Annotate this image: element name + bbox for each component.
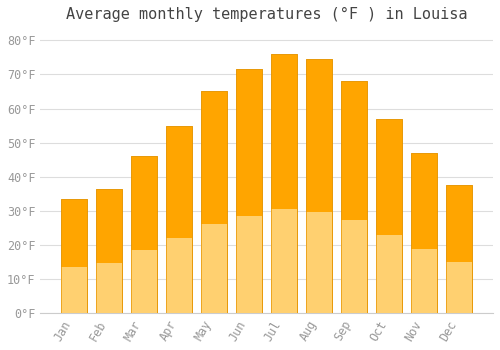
Bar — [411, 153, 438, 313]
Bar — [61, 199, 87, 313]
Bar — [236, 69, 262, 313]
Bar — [96, 264, 122, 313]
Title: Average monthly temperatures (°F ) in Louisa: Average monthly temperatures (°F ) in Lo… — [66, 7, 468, 22]
Bar — [166, 238, 192, 313]
Bar — [341, 81, 367, 313]
Bar — [341, 220, 367, 313]
Bar — [376, 119, 402, 313]
Bar — [131, 156, 157, 313]
Bar — [446, 185, 472, 313]
Bar — [271, 54, 297, 313]
Bar — [131, 156, 157, 313]
Bar — [306, 211, 332, 313]
Bar — [236, 216, 262, 313]
Bar — [96, 189, 122, 313]
Bar — [271, 54, 297, 313]
Bar — [201, 224, 228, 313]
Bar — [411, 249, 438, 313]
Bar — [61, 199, 87, 313]
Bar — [446, 185, 472, 313]
Bar — [306, 59, 332, 313]
Bar — [446, 262, 472, 313]
Bar — [96, 189, 122, 313]
Bar — [236, 69, 262, 313]
Bar — [306, 59, 332, 313]
Bar — [61, 267, 87, 313]
Bar — [166, 126, 192, 313]
Bar — [201, 91, 228, 313]
Bar — [376, 119, 402, 313]
Bar — [271, 210, 297, 313]
Bar — [201, 91, 228, 313]
Bar — [166, 126, 192, 313]
Bar — [341, 81, 367, 313]
Bar — [411, 153, 438, 313]
Bar — [376, 236, 402, 313]
Bar — [131, 250, 157, 313]
